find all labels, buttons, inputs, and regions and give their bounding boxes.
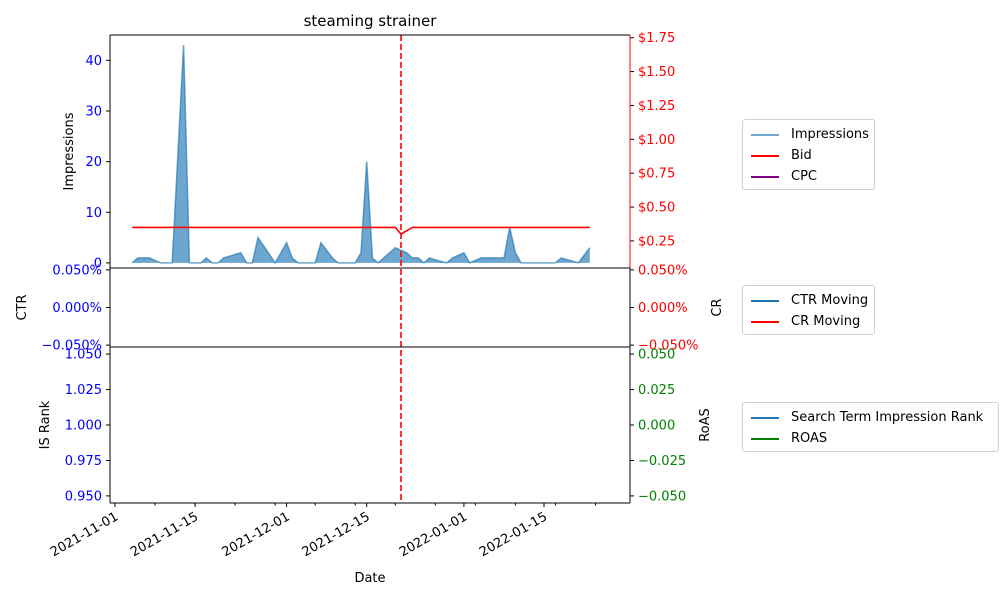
- legend-label: ROAS: [791, 431, 828, 446]
- legend-bottom: Search Term Impression Rank ROAS: [742, 402, 999, 452]
- x-tick-label: 2022-01-01: [397, 509, 470, 560]
- legend-swatch-bid: [751, 154, 779, 157]
- y-tick-label-right: $1.75: [638, 31, 675, 46]
- x-tick-label: 2021-12-01: [220, 509, 293, 560]
- legend-item-impressions: Impressions: [751, 124, 869, 145]
- y-tick-label-right: 0.000%: [638, 301, 688, 316]
- y-tick-label-right: 0.050%: [638, 263, 688, 278]
- y-tick-label-left: 0.975: [65, 454, 102, 469]
- legend-swatch-is-rank: [751, 416, 779, 419]
- legend-swatch-cpc: [751, 175, 779, 178]
- legend-swatch-ctr: [751, 299, 779, 302]
- legend-swatch-impressions: [751, 133, 779, 136]
- series-impressions-line: [131, 45, 591, 265]
- legend-middle: CTR Moving CR Moving: [742, 285, 875, 335]
- legend-label: CTR Moving: [791, 293, 869, 308]
- y-axis-label-cr: CR: [710, 298, 725, 316]
- legend-label: Search Term Impression Rank: [791, 410, 984, 425]
- y-tick-label-left: 1.000: [65, 419, 102, 434]
- legend-label: Bid: [791, 148, 812, 163]
- legend-item-ctr-moving: CTR Moving: [751, 290, 869, 311]
- y-tick-label-left: 40: [85, 54, 102, 69]
- y-tick-label-right: 0.050: [638, 348, 675, 363]
- legend-swatch-cr: [751, 320, 779, 323]
- legend-item-cpc: CPC: [751, 166, 866, 187]
- x-tick-label: 2021-11-01: [48, 509, 121, 560]
- y-tick-label-left: 0.000%: [52, 301, 102, 316]
- x-tick-label: 2021-11-15: [128, 509, 201, 560]
- y-tick-label-left: 20: [85, 155, 102, 170]
- y-tick-label-left: 10: [85, 206, 102, 221]
- series-impressions-area: [132, 45, 590, 263]
- y-tick-label-right: 0.000: [638, 419, 675, 434]
- y-tick-label-left: 0.050%: [52, 263, 102, 278]
- y-tick-label-left: −0.050%: [42, 339, 102, 354]
- y-tick-label-left: 0.950: [65, 489, 102, 504]
- y-axis-label-is-rank: IS Rank: [38, 400, 53, 449]
- legend-label: CR Moving: [791, 314, 861, 329]
- y-tick-label-right: 0.025: [638, 383, 675, 398]
- y-tick-label-right: −0.025: [638, 454, 686, 469]
- legend-item-cr-moving: CR Moving: [751, 311, 866, 332]
- legend-item-roas: ROAS: [751, 428, 990, 449]
- y-tick-label-right: $1.25: [638, 99, 675, 114]
- y-axis-label-ctr: CTR: [15, 294, 30, 320]
- y-tick-label-right: $0.50: [638, 201, 675, 216]
- legend-swatch-roas: [751, 437, 779, 440]
- legend-item-is-rank: Search Term Impression Rank: [751, 407, 990, 428]
- y-tick-label-right: −0.050: [638, 489, 686, 504]
- y-tick-label-right: $1.00: [638, 133, 675, 148]
- y-tick-label-left: 1.025: [65, 383, 102, 398]
- x-axis-label-date: Date: [354, 571, 385, 586]
- y-tick-label-left: 1.050: [65, 348, 102, 363]
- x-tick-label: 2022-01-15: [477, 509, 550, 560]
- y-tick-label-left: 30: [85, 104, 102, 119]
- y-tick-label-right: $0.25: [638, 234, 675, 249]
- legend-item-bid: Bid: [751, 145, 866, 166]
- y-tick-label-right: $1.50: [638, 65, 675, 80]
- legend-label: CPC: [791, 169, 817, 184]
- y-tick-label-right: −0.050%: [638, 339, 698, 354]
- chart-title: steaming strainer: [303, 12, 437, 30]
- y-tick-label-right: $0.75: [638, 167, 675, 182]
- series-bid-line: [132, 226, 590, 236]
- legend-top: Impressions Bid CPC: [742, 119, 875, 190]
- y-axis-label-roas: RoAS: [698, 408, 713, 442]
- x-tick-label: 2021-12-15: [300, 509, 373, 560]
- legend-label: Impressions: [791, 127, 869, 142]
- y-tick-label-left: 0: [94, 256, 102, 271]
- y-axis-label-impressions: Impressions: [62, 112, 77, 190]
